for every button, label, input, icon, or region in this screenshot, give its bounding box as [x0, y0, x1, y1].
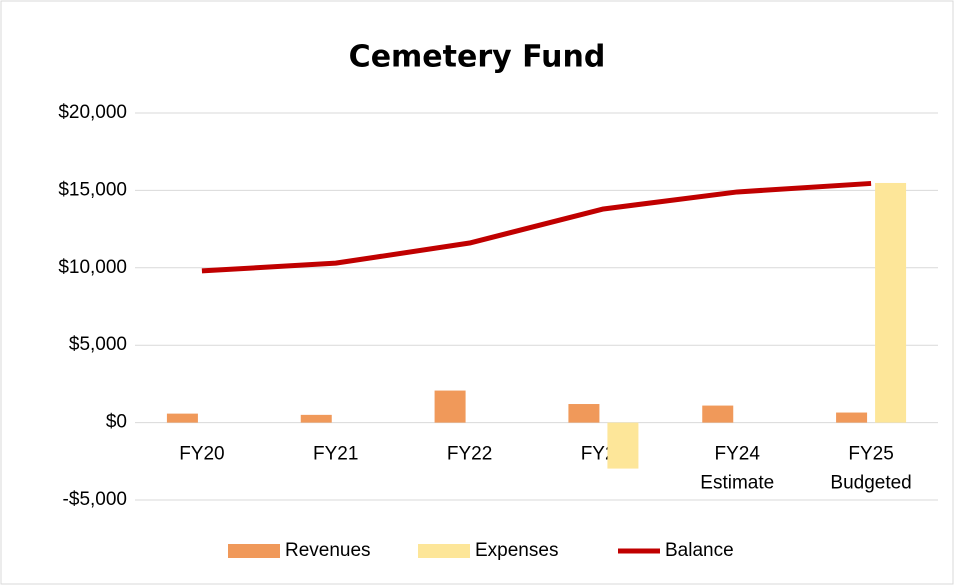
legend-swatch	[418, 544, 470, 558]
y-tick-label: -$5,000	[63, 489, 127, 510]
legend-label: Revenues	[285, 540, 371, 561]
y-tick-label: $20,000	[58, 102, 127, 123]
bar	[166, 413, 198, 423]
line	[201, 180, 872, 274]
bar	[434, 390, 466, 423]
bar	[568, 404, 600, 423]
x-tick-label: FY22	[447, 444, 492, 465]
legend-label: Balance	[665, 540, 734, 561]
bar	[607, 422, 639, 469]
y-tick-label: $5,000	[69, 334, 127, 355]
bar	[836, 412, 868, 423]
x-tick-label: FY25 Budgeted	[830, 444, 911, 494]
y-tick-label: $15,000	[58, 179, 127, 200]
x-tick-label: FY20	[179, 444, 224, 465]
y-tick-label: $0	[106, 412, 127, 433]
legend-swatch	[228, 544, 280, 558]
bar	[702, 405, 734, 423]
bar	[300, 414, 332, 423]
chart-title: Cemetery Fund	[349, 40, 606, 75]
y-tick-label: $10,000	[58, 257, 127, 278]
x-tick-label: FY21	[313, 444, 358, 465]
legend-label: Expenses	[475, 540, 558, 561]
x-tick-label: FY24 Estimate	[700, 444, 774, 494]
bar	[875, 182, 907, 423]
